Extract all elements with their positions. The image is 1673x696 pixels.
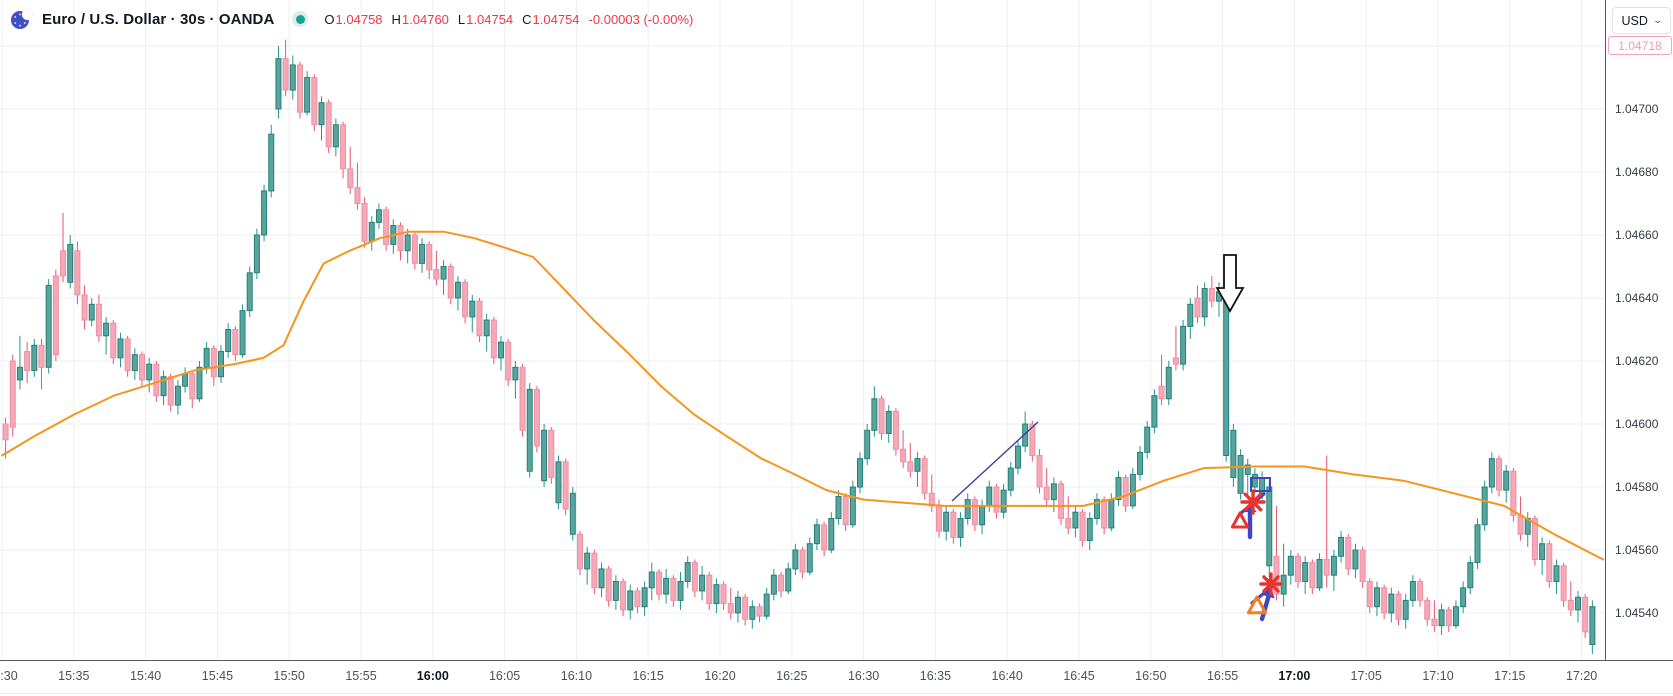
time-tick-label: 16:45	[1063, 669, 1095, 683]
currency-label: USD	[1621, 13, 1648, 28]
change-value: -0.00003 (-0.00%)	[588, 11, 694, 27]
time-tick-label: 15:55	[345, 669, 377, 683]
close-label: C	[522, 11, 532, 27]
ohlc-values: O 1.04758 H 1.04760 L 1.04754 C 1.04754 -0.0…	[324, 12, 693, 27]
time-tick-label: 17:20	[1565, 669, 1598, 683]
time-tick-label: 15:35	[58, 669, 90, 683]
signal-cluster-1[interactable]	[1230, 489, 1266, 540]
price-tick-label: 1.04660	[1615, 228, 1659, 242]
chevron-down-icon: ⌄	[1652, 15, 1663, 25]
trendline-drawing[interactable]	[951, 421, 1039, 502]
entry-box-drawing[interactable]	[1250, 477, 1271, 492]
time-tick-label: 16:30	[847, 669, 880, 683]
price-tick-label: 1.04620	[1615, 354, 1659, 368]
chart-canvas[interactable]	[0, 0, 1605, 660]
time-tick-label: 16:55	[1206, 669, 1239, 683]
price-axis[interactable]: USD ⌄ 1.04718 1.04700 1.04680 1.04660 1.046…	[1605, 0, 1673, 660]
currency-toggle-button[interactable]: USD ⌄	[1612, 7, 1671, 34]
high-value: 1.04760	[401, 11, 449, 27]
price-tick-label: 1.04540	[1615, 606, 1659, 620]
time-tick-label: 17:15	[1494, 669, 1526, 683]
signal-cluster-2[interactable]	[1246, 572, 1283, 622]
candlestick-series	[2, 39, 1596, 654]
low-value: 1.04754	[466, 11, 514, 27]
time-tick-label: 16:50	[1135, 669, 1167, 683]
time-tick-label: 16:05	[488, 669, 521, 683]
price-tick-label: 1.04640	[1615, 291, 1659, 305]
chart-legend[interactable]: Euro / U.S. Dollar · 30s · OANDA O 1.0475…	[10, 6, 693, 32]
open-value: 1.04758	[335, 11, 383, 27]
price-tick-label: 1.04680	[1615, 165, 1659, 179]
market-status-dot-icon[interactable]	[292, 11, 309, 27]
price-tick-label: 1.04580	[1615, 480, 1659, 494]
time-tick-label: 15:50	[273, 669, 305, 683]
moving-average-line[interactable]	[1, 230, 1605, 561]
close-value: 1.04754	[532, 11, 580, 27]
time-tick-label: 15:30	[0, 669, 18, 683]
time-tick-label: 16:20	[704, 669, 736, 683]
last-price-badge: 1.04718	[1608, 36, 1672, 55]
price-tick-label: 1.04700	[1615, 102, 1659, 116]
time-tick-label: 16:15	[632, 669, 664, 683]
time-axis[interactable]: 15:30 15:35 15:40 15:45 15:50 15:55 16:00 16:05…	[0, 660, 1673, 694]
price-tick-label: 1.04600	[1615, 417, 1659, 431]
time-tick-label: 17:05	[1350, 669, 1382, 683]
time-tick-label: 17:10	[1422, 669, 1454, 683]
low-label: L	[457, 11, 466, 27]
time-tick-label: 15:45	[201, 669, 234, 683]
price-tick-label: 1.04560	[1615, 543, 1659, 557]
time-tick-label: 16:40	[991, 669, 1023, 683]
high-label: H	[391, 11, 401, 27]
time-tick-label: 17:00	[1278, 669, 1311, 683]
open-label: O	[324, 11, 335, 27]
down-arrow-annotation[interactable]	[1215, 254, 1245, 313]
time-tick-label: 15:40	[129, 669, 162, 683]
time-tick-label: 16:35	[919, 669, 952, 683]
time-tick-label: 16:10	[560, 669, 593, 683]
time-tick-label: 16:00	[416, 669, 449, 683]
time-tick-label: 16:25	[776, 669, 808, 683]
symbol-title[interactable]: Euro / U.S. Dollar · 30s · OANDA	[42, 10, 275, 28]
eurusd-pair-logo-icon	[10, 8, 34, 30]
